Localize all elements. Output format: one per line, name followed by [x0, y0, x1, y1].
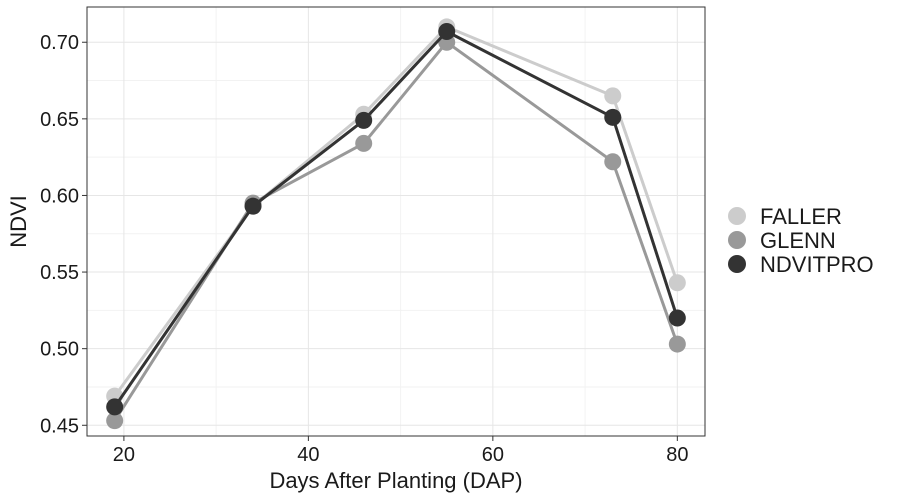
data-point-glenn: [604, 153, 622, 171]
panel-border: [86, 6, 706, 437]
y-tick-label: 0.45: [40, 415, 79, 437]
y-tick-label: 0.50: [40, 339, 79, 361]
legend-label-faller: FALLER: [760, 204, 842, 229]
y-axis-title: NDVI: [6, 195, 31, 248]
axes: 20 40 60 80 0.45 0.50 0.55 0.60 0.65 0.70: [40, 32, 688, 466]
data-point-ndvitpro: [668, 309, 686, 327]
series-ndvitpro: [106, 23, 686, 416]
data-point-ndvitpro: [106, 398, 124, 416]
y-tick-label: 0.70: [40, 32, 79, 54]
series-line-glenn: [113, 40, 679, 422]
x-tick-label: 40: [297, 444, 319, 466]
x-tick-label: 60: [482, 444, 504, 466]
data-point-ndvitpro: [438, 23, 456, 41]
series-line-ndvitpro: [113, 30, 679, 408]
data-point-glenn: [355, 134, 373, 152]
y-tick-label: 0.60: [40, 185, 79, 207]
series-glenn: [106, 33, 686, 430]
data-point-glenn: [668, 335, 686, 353]
series-line-faller: [113, 25, 679, 398]
grid: [87, 7, 705, 436]
legend-key-faller: [728, 207, 746, 225]
x-axis-title: Days After Planting (DAP): [269, 468, 522, 493]
y-tick-label: 0.55: [40, 262, 79, 284]
series-faller: [106, 18, 686, 405]
data-point-faller: [604, 87, 622, 105]
x-tick-label: 20: [113, 444, 135, 466]
data-point-ndvitpro: [355, 111, 373, 129]
legend-key-ndvitpro: [728, 255, 746, 273]
x-tick-label: 80: [666, 444, 688, 466]
legend-key-glenn: [728, 231, 746, 249]
legend-label-glenn: GLENN: [760, 228, 836, 253]
y-tick-label: 0.65: [40, 109, 79, 131]
series-layer: [106, 18, 686, 430]
data-point-glenn: [106, 412, 124, 430]
data-point-ndvitpro: [604, 108, 622, 126]
data-point-ndvitpro: [244, 197, 262, 215]
data-point-faller: [668, 274, 686, 292]
legend-label-ndvitpro: NDVITPRO: [760, 252, 874, 277]
